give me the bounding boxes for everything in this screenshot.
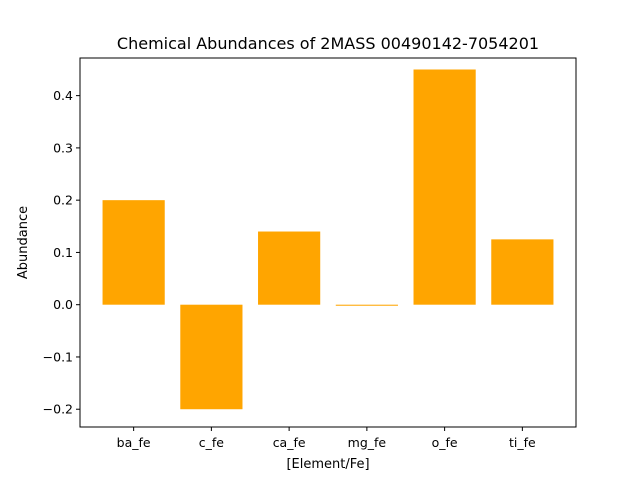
x-axis-ticks: ba_fe c_fe ca_fe mg_fe o_fe ti_fe <box>117 427 536 450</box>
y-tick-label: −0.2 <box>43 402 73 417</box>
y-axis-ticks: −0.2 −0.1 0.0 0.1 0.2 0.3 0.4 <box>43 88 80 417</box>
x-axis-label: [Element/Fe] <box>286 457 369 472</box>
bar-ba_fe <box>102 200 165 305</box>
bar-mg_fe <box>335 304 398 306</box>
x-tick-label: mg_fe <box>348 435 387 450</box>
bar-o_fe <box>413 69 476 305</box>
y-tick-label: 0.1 <box>53 245 73 260</box>
y-tick-label: 0.2 <box>53 193 73 208</box>
x-tick-label: ti_fe <box>509 435 536 450</box>
x-tick-label: c_fe <box>199 435 225 450</box>
x-tick-label: ba_fe <box>117 435 151 450</box>
plot-frame <box>79 57 577 428</box>
x-tick-label: o_fe <box>432 435 458 450</box>
y-tick-label: −0.1 <box>43 349 73 364</box>
bar-ca_fe <box>258 231 321 305</box>
bar-ti_fe <box>491 239 554 305</box>
chart-title: Chemical Abundances of 2MASS 00490142-70… <box>117 34 539 53</box>
bars-group <box>102 69 554 410</box>
y-axis-label: Abundance <box>16 206 31 279</box>
x-tick-label: ca_fe <box>273 435 306 450</box>
y-tick-label: 0.0 <box>53 297 73 312</box>
y-tick-label: 0.4 <box>53 88 73 103</box>
bar-c_fe <box>180 304 243 410</box>
y-tick-label: 0.3 <box>53 140 73 155</box>
